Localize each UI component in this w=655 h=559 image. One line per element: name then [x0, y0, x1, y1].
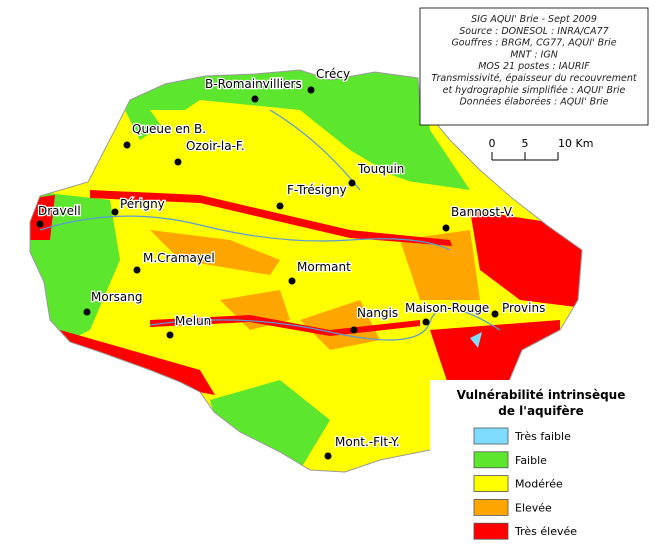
town-label: Queue en B. [132, 122, 206, 136]
legend-label: Très faible [514, 430, 571, 443]
town-label: Provins [502, 301, 545, 315]
town-marker [251, 95, 259, 103]
town-label: Bannost-V. [451, 205, 514, 219]
town-marker [422, 318, 430, 326]
town-marker [276, 202, 284, 210]
town-marker [133, 266, 141, 274]
legend-swatch [473, 451, 509, 469]
town-label: Maison-Rouge [405, 301, 489, 315]
town-label: Ozoir-la-F. [186, 139, 245, 153]
town-marker [348, 179, 356, 187]
town-label: Crécy [316, 67, 350, 81]
source-line: Transmissivité, épaisseur du recouvremen… [431, 73, 637, 84]
legend-title: de l'aquifère [498, 404, 583, 418]
town-label: Touquin [357, 162, 404, 176]
legend-label: Modérée [515, 478, 563, 491]
town-marker [442, 224, 450, 232]
source-line: MNT : IGN [510, 49, 558, 60]
scale-label: 10 Km [558, 137, 593, 150]
scale-label: 5 [522, 137, 529, 150]
town-marker [491, 310, 499, 318]
legend-swatch [473, 475, 509, 493]
legend-label: Elevée [515, 501, 552, 514]
legend-swatch [473, 498, 509, 516]
source-line: MOS 21 postes : IAURIF [478, 61, 590, 72]
rivers [39, 109, 501, 341]
source-box [419, 7, 649, 126]
town-marker [111, 208, 119, 216]
town-label: Morsang [91, 290, 142, 304]
source-line: Gouffres : BRGM, CG77, AQUI' Brie [451, 38, 616, 49]
town-label: M.Cramayel [143, 251, 215, 265]
town-marker [36, 220, 44, 228]
legend-swatch [473, 522, 509, 540]
town-label: Mormant [297, 260, 351, 274]
town-marker [288, 277, 296, 285]
town-label: B-Romainvilliers [205, 77, 302, 91]
legend-swatch [473, 427, 509, 445]
source-line: et hydrographie simplifiée : AQUI' Brie [443, 85, 626, 96]
legend-box [430, 380, 650, 550]
region-outline [29, 69, 583, 473]
legend-label: Très élevée [514, 525, 577, 538]
town-marker [324, 452, 332, 460]
town-marker [174, 158, 182, 166]
scale-bar [491, 152, 559, 161]
town-label: Dravell [38, 204, 81, 218]
town-marker [350, 326, 358, 334]
source-line: SIG AQUI' Brie - Sept 2009 [471, 14, 597, 25]
town-label: Périgny [120, 197, 165, 211]
scale-label: 0 [489, 137, 496, 150]
town-label: Melun [175, 314, 211, 328]
town-label: F-Trésigny [287, 183, 347, 197]
legend-title: Vulnérabilité intrinsèque [457, 388, 626, 402]
town-marker [307, 86, 315, 94]
town-marker [166, 331, 174, 339]
town-marker [123, 141, 131, 149]
legend-label: Faible [515, 454, 547, 467]
town-marker [83, 308, 91, 316]
town-label: Nangis [357, 306, 398, 320]
town-label: Mont.-Flt-Y. [335, 435, 400, 449]
source-line: Données élaborées : AQUI' Brie [459, 97, 608, 108]
source-line: Source : DONESOL : INRA/CA77 [459, 26, 608, 37]
